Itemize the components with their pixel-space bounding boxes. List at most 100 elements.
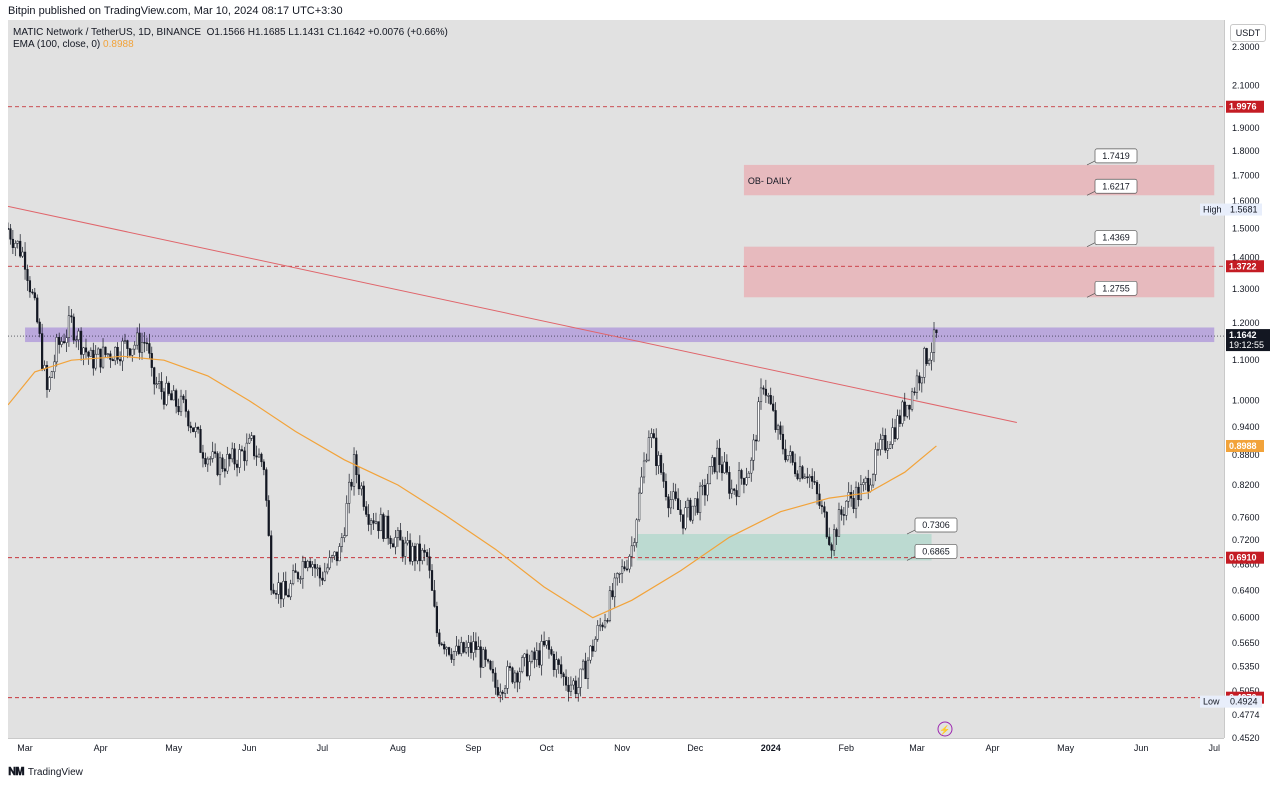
candle-body xyxy=(367,514,370,525)
candle-body xyxy=(521,657,524,673)
candle-body xyxy=(118,359,122,362)
candle-body xyxy=(187,411,190,427)
candle-body xyxy=(70,315,73,318)
candle-body xyxy=(452,651,456,660)
candle-body xyxy=(404,542,407,557)
price-zone-0 xyxy=(743,164,1215,196)
candle-body xyxy=(686,499,689,508)
candle-body xyxy=(155,383,158,385)
candle-body xyxy=(304,561,307,569)
candle-body xyxy=(435,606,438,634)
candle-body xyxy=(233,448,236,465)
candle-body xyxy=(399,530,402,541)
candle-body xyxy=(221,457,224,469)
candle-body xyxy=(925,348,928,365)
y-tick-label: 0.8200 xyxy=(1232,480,1260,490)
callout-label: 0.7306 xyxy=(922,520,950,530)
high_marker-bg xyxy=(1200,203,1262,216)
candle-body xyxy=(825,511,828,538)
candle-body xyxy=(794,462,797,475)
candle-body xyxy=(211,451,214,459)
y-tick-label: 2.1000 xyxy=(1232,80,1260,90)
candle-body xyxy=(586,659,590,680)
candle-body xyxy=(162,391,166,405)
candle-body xyxy=(38,321,41,334)
lightning-icon: ⚡ xyxy=(939,724,950,736)
candle-body xyxy=(192,427,195,432)
candle-body xyxy=(601,624,604,628)
candle-body xyxy=(469,642,473,653)
ema-value: 0.8988 xyxy=(103,39,134,50)
candle-body xyxy=(891,427,894,445)
candle-body xyxy=(440,643,443,646)
candle-body xyxy=(871,474,875,486)
candle-body xyxy=(140,342,144,353)
candle-body xyxy=(611,590,614,598)
candle-body xyxy=(786,455,789,461)
candle-body xyxy=(504,688,507,694)
candle-body xyxy=(623,566,626,570)
candle-body xyxy=(677,498,680,511)
candle-body xyxy=(250,435,253,439)
candle-body xyxy=(706,483,709,496)
candle-body xyxy=(55,337,58,363)
candle-body xyxy=(148,343,151,354)
candle-body xyxy=(311,564,314,568)
candle-body xyxy=(884,435,887,451)
candle-body xyxy=(638,492,641,521)
candle-body xyxy=(235,463,239,468)
candle-body xyxy=(16,240,19,244)
candle-body xyxy=(45,365,49,390)
candle-body xyxy=(384,515,387,539)
candle-body xyxy=(518,671,521,683)
y-tick-label: 1.5000 xyxy=(1232,223,1260,233)
tradingview-brand[interactable]: 𝐍𝐌 TradingView xyxy=(8,766,83,779)
candle-body xyxy=(869,484,872,492)
candle-body xyxy=(391,543,395,548)
candle-body xyxy=(640,476,643,494)
last-price-badge xyxy=(1226,329,1270,352)
y-tick-label: 0.9400 xyxy=(1232,422,1260,432)
y-tick-label: 1.8000 xyxy=(1232,146,1260,156)
candle-body xyxy=(443,644,446,650)
candle-body xyxy=(462,642,465,653)
y-tick-label: 1.2000 xyxy=(1232,318,1260,328)
time-axis[interactable] xyxy=(8,738,1224,759)
candle-body xyxy=(9,228,12,240)
candle-body xyxy=(716,447,719,473)
candle-body xyxy=(523,653,526,658)
candle-body xyxy=(421,549,424,562)
candle-body xyxy=(182,395,185,400)
price-axis[interactable] xyxy=(1224,20,1280,738)
candle-body xyxy=(747,472,750,478)
y-tick-label: 1.3000 xyxy=(1232,284,1260,294)
candle-body xyxy=(886,448,889,451)
candle-body xyxy=(852,498,855,510)
chart-plot-area[interactable] xyxy=(8,20,1224,738)
candle-body xyxy=(564,676,568,686)
y-tick-label: 1.6000 xyxy=(1232,196,1260,206)
candle-body xyxy=(184,399,187,412)
candle-body xyxy=(204,458,207,465)
currency-button[interactable]: USDT xyxy=(1230,24,1266,42)
price-badge xyxy=(1226,439,1264,452)
candle-body xyxy=(214,451,217,454)
candle-body xyxy=(594,638,597,652)
candle-body xyxy=(874,449,877,475)
candle-body xyxy=(762,387,765,390)
candle-body xyxy=(360,485,363,490)
price-badge-label: 1.3722 xyxy=(1229,261,1257,271)
candle-body xyxy=(284,580,287,596)
candle-body xyxy=(426,552,429,557)
low_marker-label: 0.4924 xyxy=(1230,697,1258,707)
price-badge xyxy=(1226,260,1264,273)
chart-legend: MATIC Network / TetherUS, 1D, BINANCE O1… xyxy=(13,27,448,51)
candle-body xyxy=(577,687,580,695)
candle-body xyxy=(8,228,10,230)
candle-body xyxy=(847,492,850,502)
x-tick-label: Jun xyxy=(1134,743,1149,753)
x-tick-label: Apr xyxy=(985,743,999,753)
candle-body xyxy=(19,240,22,257)
candle-body xyxy=(270,535,273,591)
